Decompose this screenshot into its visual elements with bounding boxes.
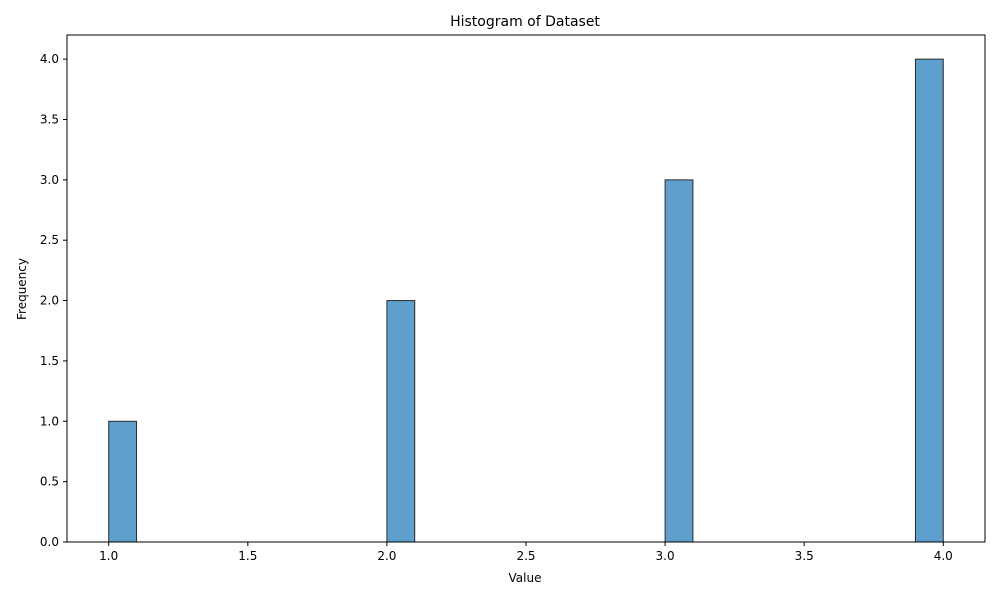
- x-tick-label: 2.0: [377, 549, 396, 563]
- x-tick-label: 2.5: [516, 549, 535, 563]
- histogram-bar-2: [386, 300, 416, 543]
- bars-group: [108, 58, 944, 543]
- y-tick-label: 1.0: [40, 414, 59, 428]
- plot-area-frame: [66, 34, 986, 543]
- x-tick-label: 3.0: [656, 549, 675, 563]
- y-tick-label: 0.0: [40, 535, 59, 549]
- y-tick-label: 1.5: [40, 354, 59, 368]
- x-tick-label: 4.0: [934, 549, 953, 563]
- chart-title: Histogram of Dataset: [450, 14, 600, 30]
- y-axis-ticks: 0.0 0.5 1.0 1.5 2.0 2.5 3.0 3.5 4.0: [40, 52, 67, 549]
- histogram-bar-4: [914, 58, 944, 543]
- histogram-bar-3: [664, 179, 694, 543]
- x-tick-label: 1.5: [238, 549, 257, 563]
- y-tick-label: 3.0: [40, 173, 59, 187]
- y-tick-label: 3.5: [40, 113, 59, 127]
- histogram-bar-1: [108, 420, 138, 543]
- y-tick-label: 2.0: [40, 294, 59, 308]
- y-tick-label: 2.5: [40, 233, 59, 247]
- y-tick-label: 0.5: [40, 475, 59, 489]
- x-axis-label: Value: [509, 571, 542, 585]
- y-axis-label: Frequency: [15, 258, 29, 320]
- y-tick-label: 4.0: [40, 52, 59, 66]
- x-tick-label: 1.0: [99, 549, 118, 563]
- x-tick-label: 3.5: [795, 549, 814, 563]
- x-axis-ticks: 1.0 1.5 2.0 2.5 3.0 3.5 4.0: [99, 542, 953, 563]
